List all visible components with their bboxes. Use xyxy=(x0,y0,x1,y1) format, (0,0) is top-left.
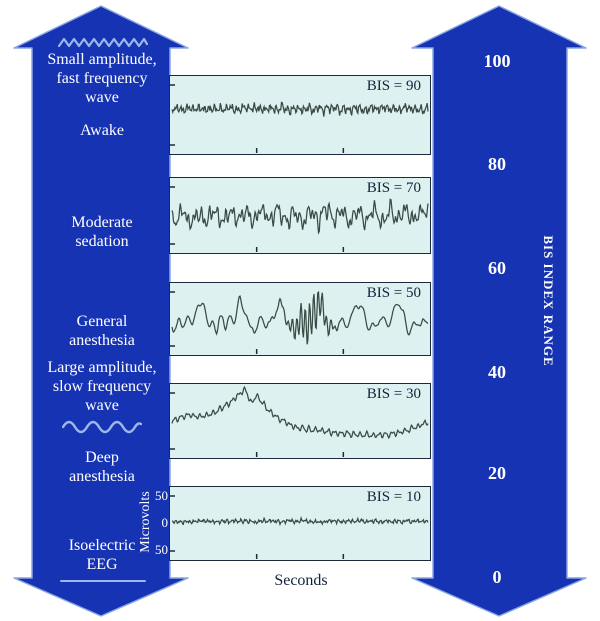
fast-wave-caption: Small amplitude, fast frequency wave xyxy=(47,51,157,106)
eeg-waveform-bis-70 xyxy=(170,186,429,252)
eeg-panel-bis-90: BIS = 90 xyxy=(169,75,431,155)
eeg-waveform-bis-10 xyxy=(170,495,429,559)
y-tick-0: 0 xyxy=(161,515,169,530)
moderate-sedation-label: Moderate sedation xyxy=(71,214,133,250)
left-arrow xyxy=(13,5,189,617)
y-tick-50-top: 50 xyxy=(155,488,168,503)
x-axis-label: Seconds xyxy=(274,572,328,589)
awake-label: Awake xyxy=(80,122,124,139)
right-arrow xyxy=(411,5,587,617)
y-tick-50-bottom: 50 xyxy=(155,542,168,557)
scale-tick-80: 80 xyxy=(488,154,506,174)
eeg-waveform-bis-30 xyxy=(170,385,429,457)
scale-tick-100: 100 xyxy=(483,51,511,71)
general-anesthesia-label: General anesthesia xyxy=(69,313,135,349)
slow-wave-caption: Large amplitude, slow frequency wave xyxy=(47,359,157,414)
bis-value-label: BIS = 10 xyxy=(366,489,421,505)
bis-index-range-title: BIS INDEX RANGE xyxy=(541,235,556,367)
scale-tick-20: 20 xyxy=(488,463,506,483)
scale-tick-60: 60 xyxy=(488,258,506,278)
deep-anesthesia-label: Deep anesthesia xyxy=(69,449,135,485)
eeg-waveform-bis-90 xyxy=(170,84,429,153)
bis-value-label: BIS = 90 xyxy=(366,78,421,94)
bis-value-label: BIS = 50 xyxy=(366,285,421,301)
bis-value-label: BIS = 30 xyxy=(366,386,421,402)
scale-tick-0: 0 xyxy=(492,567,502,587)
fast-frequency-wave-icon xyxy=(58,37,148,48)
isoelectric-eeg-label: Isoelectric EEG xyxy=(68,537,136,573)
eeg-panel-bis-50: BIS = 50 xyxy=(169,282,431,356)
eeg-panel-bis-30: BIS = 30 xyxy=(169,383,431,459)
eeg-panel-bis-70: BIS = 70 xyxy=(169,177,431,254)
scale-tick-40: 40 xyxy=(488,362,506,382)
eeg-panel-bis-10: BIS = 10 xyxy=(169,486,431,561)
eeg-waveform-bis-50 xyxy=(170,290,429,354)
slow-frequency-wave-icon xyxy=(62,420,142,434)
bis-value-label: BIS = 70 xyxy=(366,180,421,196)
isoelectric-line-icon xyxy=(60,580,146,582)
